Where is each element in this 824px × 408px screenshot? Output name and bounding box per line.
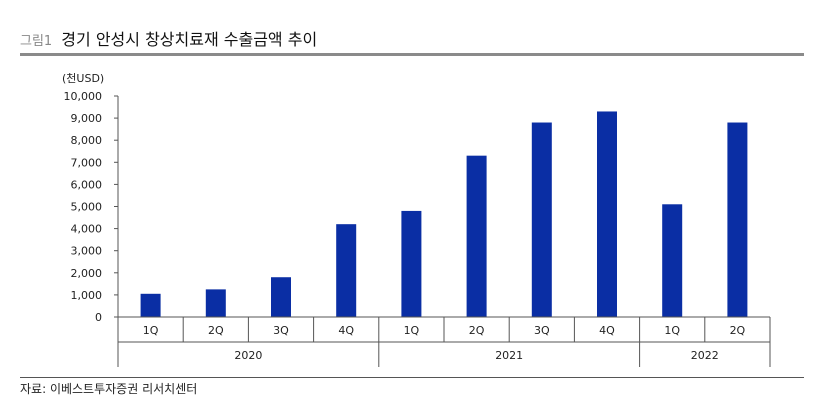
y-tick-label: 5,000 (71, 201, 103, 214)
source-note: 자료: 이베스트투자증권 리서치센터 (20, 382, 198, 396)
x-tick-label: 2Q (469, 324, 485, 337)
x-tick-label: 2Q (730, 324, 746, 337)
x-tick-label: 2Q (208, 324, 224, 337)
x-tick-label: 1Q (404, 324, 420, 337)
bar (336, 224, 357, 317)
footer-rule (20, 377, 804, 378)
y-tick-label: 6,000 (71, 178, 103, 191)
bar (271, 277, 291, 317)
x-tick-label: 1Q (143, 324, 159, 337)
y-tick-label: 1,000 (71, 289, 103, 302)
x-tick-label: 4Q (338, 324, 354, 337)
y-tick-label: 4,000 (71, 223, 103, 236)
x-tick-label: 3Q (534, 324, 550, 337)
y-tick-label: 9,000 (71, 112, 103, 125)
y-tick-label: 7,000 (71, 156, 103, 169)
bar (205, 289, 226, 317)
bar (662, 204, 683, 317)
bar (727, 122, 748, 318)
x-axis: 1Q 2Q 3Q 4Q 1Q 2Q 3Q 4Q 1Q 2Q 2020 2021 2022 (117, 316, 771, 367)
y-tick-label: 0 (95, 311, 102, 324)
y-axis-unit-label: (천USD) (62, 71, 104, 85)
figure-header: 그림1 경기 안성시 창상치료재 수출금액 추이 (20, 26, 317, 50)
y-tick-label: 8,000 (71, 134, 103, 147)
bar (140, 293, 161, 317)
bar (466, 155, 487, 317)
x-tick-label: 3Q (273, 324, 289, 337)
y-tick-label: 3,000 (71, 245, 103, 258)
y-axis-ticks: 0 1,000 2,000 3,000 4,000 5,000 6,000 7,000 8,00… (64, 90, 119, 324)
y-tick-label: 10,000 (64, 90, 103, 103)
bar (597, 111, 617, 317)
figure-title: 경기 안성시 창상치료재 수출금액 추이 (61, 30, 318, 49)
header-rule (20, 53, 804, 56)
y-tick-label: 2,000 (71, 267, 103, 280)
x-group-label: 2021 (495, 349, 523, 362)
x-tick-label: 4Q (599, 324, 615, 337)
bars (140, 111, 748, 318)
x-group-label: 2022 (691, 349, 719, 362)
x-group-label: 2020 (234, 349, 262, 362)
bar (401, 210, 422, 317)
bar (531, 122, 552, 318)
x-tick-label: 1Q (664, 324, 680, 337)
figure-number: 그림1 (20, 34, 53, 49)
